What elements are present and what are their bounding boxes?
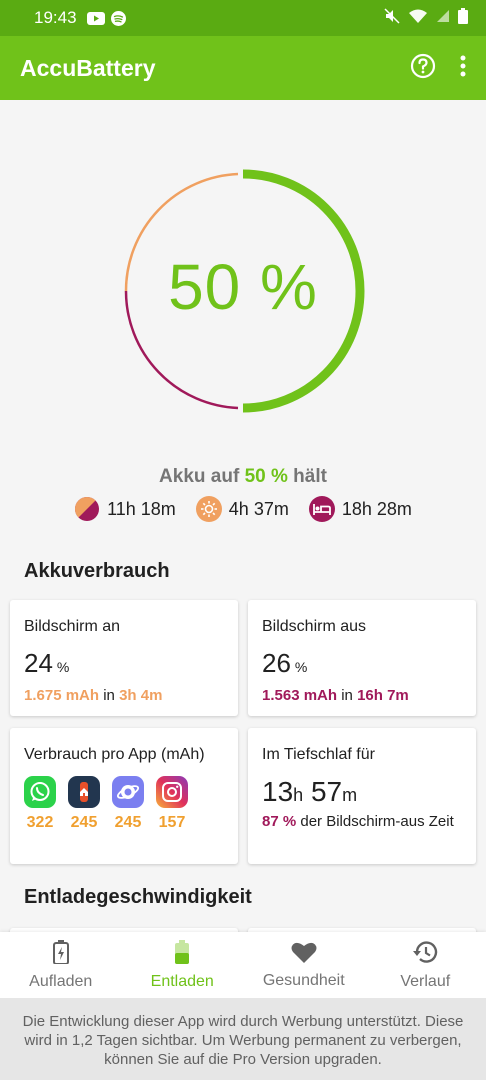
per-app-label: Verbrauch pro App (mAh) [24, 746, 205, 763]
screen-off-label: Bildschirm aus [262, 618, 367, 635]
section-title-usage: Akkuverbrauch [24, 560, 170, 582]
nav-charge-label: Aufladen [29, 972, 93, 990]
screen-off-value: 26% [262, 648, 462, 679]
estimate-screen-on: 4h 37m [195, 496, 289, 522]
help-icon[interactable] [410, 53, 436, 84]
section-title-discharge: Entladegeschwindigkeit [24, 886, 252, 908]
history-icon [412, 940, 438, 969]
nav-charge[interactable]: Aufladen [0, 932, 122, 998]
instagram-icon [156, 776, 188, 808]
estimate-mixed-value: 11h 18m [107, 498, 176, 519]
spotify-icon [110, 10, 126, 26]
card-per-app[interactable]: Verbrauch pro App (mAh) 322 245 245 157 [10, 728, 238, 864]
heart-icon [291, 941, 317, 968]
ad-notice: Die Entwicklung dieser App wird durch We… [0, 998, 486, 1080]
youtube-icon [86, 11, 105, 25]
holds-text: Akku auf 50 % hält [0, 466, 486, 488]
app-icon-row [24, 776, 224, 808]
card-discharge-left[interactable] [10, 928, 238, 932]
deep-sleep-h-unit: h [293, 785, 304, 805]
screen-on-detail: 1.675 mAh in 3h 4m [24, 687, 224, 704]
nav-health-label: Gesundheit [262, 971, 345, 989]
whatsapp-icon [24, 776, 56, 808]
screen-off-detail: 1.563 mAh in 16h 7m [262, 687, 462, 704]
battery-percent: 50 % [168, 251, 318, 323]
nav-discharge[interactable]: Entladen [122, 932, 244, 998]
nav-history[interactable]: Verlauf [365, 932, 486, 998]
nav-health[interactable]: Gesundheit [243, 932, 365, 998]
app-value-whatsapp: 322 [26, 814, 54, 831]
deep-sleep-hours: 13 [262, 776, 294, 807]
screen-on-unit: % [56, 659, 70, 675]
screen-off-percent: 26 [262, 648, 291, 678]
screen-on-time: 3h 4m [119, 687, 163, 704]
mute-icon [384, 7, 400, 29]
gauge-arc-screen-off [124, 290, 239, 410]
card-screen-on[interactable]: Bildschirm an 24% 1.675 mAh in 3h 4m [10, 600, 238, 716]
status-bar: 19:43 [0, 0, 486, 36]
screen-on-in: in [103, 687, 115, 704]
holds-suffix: hält [293, 466, 327, 487]
overflow-menu-icon[interactable] [460, 55, 466, 82]
bottom-navigation: Aufladen Entladen Gesundheit Verlauf [0, 932, 486, 998]
discharge-content[interactable]: 50 % Akku auf 50 % hält 11h 18m 4h 37m 1… [0, 100, 486, 932]
app-bar: AccuBattery [0, 36, 486, 100]
mixed-usage-icon [74, 496, 100, 522]
nav-discharge-label: Entladen [150, 972, 214, 990]
status-time: 19:43 [34, 8, 77, 27]
card-screen-off[interactable]: Bildschirm aus 26% 1.563 mAh in 16h 7m [248, 600, 476, 716]
screen-off-unit: % [294, 659, 308, 675]
screen-off-mah: 1.563 mAh [262, 687, 338, 704]
deep-sleep-minutes: 57 [310, 776, 343, 807]
deep-sleep-label: Im Tiefschlaf für [262, 746, 375, 763]
app-value-browser: 245 [114, 814, 142, 831]
app-value-smart-home: 245 [70, 814, 98, 831]
charging-battery-icon [52, 939, 69, 969]
screen-on-icon [195, 496, 222, 522]
deep-sleep-percent: 87 % [262, 813, 297, 830]
deep-sleep-m-unit: m [342, 785, 358, 805]
estimate-sleep: 18h 28m [308, 496, 412, 522]
app-title: AccuBattery [20, 54, 156, 81]
screen-on-label: Bildschirm an [24, 618, 121, 635]
screen-off-time: 16h 7m [357, 687, 409, 704]
wifi-icon [408, 8, 428, 29]
nav-history-label: Verlauf [400, 972, 451, 990]
deep-sleep-duration: 13h 57m [262, 776, 462, 808]
signal-icon [436, 8, 450, 28]
screen-on-value: 24% [24, 648, 224, 679]
gauge-arc-screen-on [124, 172, 239, 292]
screen-on-percent: 24 [24, 648, 53, 678]
battery-status-icon [458, 7, 468, 29]
screen-on-mah: 1.675 mAh [24, 687, 100, 704]
time-estimates: 11h 18m 4h 37m 18h 28m [0, 496, 486, 522]
battery-gauge [124, 169, 365, 413]
card-discharge-right[interactable] [248, 928, 476, 932]
app-value-instagram: 157 [158, 814, 186, 831]
holds-percent: 50 % [244, 466, 288, 487]
deep-sleep-text: der Bildschirm-aus Zeit [300, 813, 454, 830]
screen-off-in: in [341, 687, 353, 704]
deep-sleep-detail: 87 % der Bildschirm-aus Zeit [262, 812, 462, 832]
gauge-arc-level [242, 169, 365, 413]
app-values-row: 322 245 245 157 [24, 814, 224, 832]
holds-prefix: Akku auf [159, 466, 240, 487]
estimate-screen-on-value: 4h 37m [228, 498, 289, 519]
card-deep-sleep[interactable]: Im Tiefschlaf für 13h 57m 87 % der Bilds… [248, 728, 476, 864]
estimate-mixed: 11h 18m [74, 496, 176, 522]
estimate-sleep-value: 18h 28m [341, 498, 412, 519]
smart-home-icon [68, 776, 100, 808]
samsung-internet-icon [112, 776, 144, 808]
sleep-icon [308, 496, 335, 522]
battery-half-icon [174, 939, 190, 969]
